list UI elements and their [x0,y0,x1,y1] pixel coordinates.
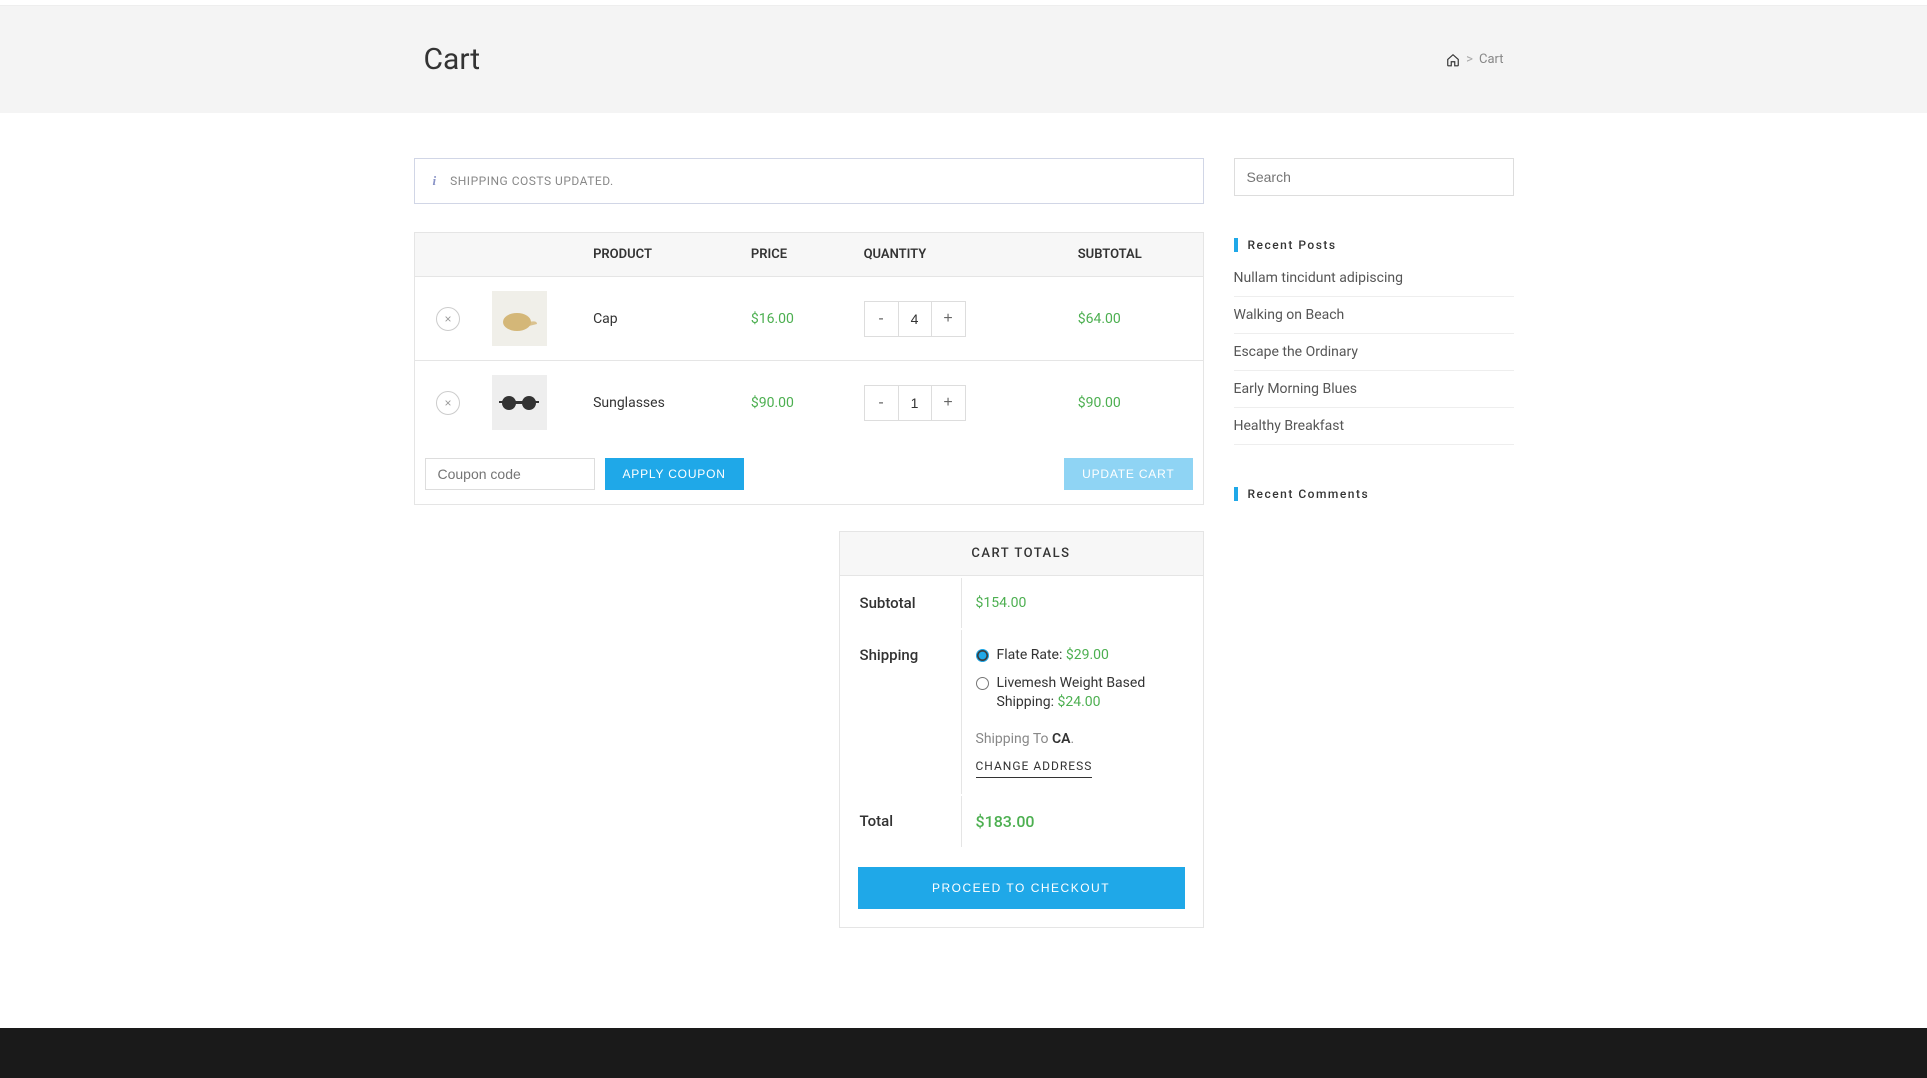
qty-input[interactable] [899,386,931,420]
home-icon [1446,53,1460,67]
list-item[interactable]: Healthy Breakfast [1234,408,1514,445]
main-content: i SHIPPING COSTS UPDATED. PRODUCT PRICE … [414,158,1204,928]
item-subtotal: $64.00 [1078,311,1121,327]
sidebar: Recent Posts Nullam tincidunt adipiscing… [1234,158,1514,928]
table-row: × Cap $16.00 -+ $64.00 [414,277,1203,361]
coupon-input[interactable] [425,458,595,490]
col-price-header: PRICE [741,233,854,277]
apply-coupon-button[interactable]: APPLY COUPON [605,458,744,490]
breadcrumb-separator: > [1466,52,1473,67]
qty-minus-button[interactable]: - [865,386,899,420]
search-widget [1234,158,1514,196]
breadcrumb-home-link[interactable] [1446,52,1460,67]
recent-posts-title: Recent Posts [1234,238,1514,252]
subtotal-value: $154.00 [976,595,1027,611]
list-item[interactable]: Early Morning Blues [1234,371,1514,408]
breadcrumb: > Cart [1446,52,1503,67]
item-price: $90.00 [751,395,794,411]
recent-posts-widget: Recent Posts Nullam tincidunt adipiscing… [1234,238,1514,445]
product-thumbnail[interactable] [492,375,547,430]
table-row: × Sunglasses $90.00 -+ $90.00 [414,361,1203,445]
update-cart-button[interactable]: UPDATE CART [1064,458,1192,490]
recent-comments-widget: Recent Comments [1234,487,1514,501]
total-value: $183.00 [976,812,1035,831]
cart-table: PRODUCT PRICE QUANTITY SUBTOTAL × Cap $16.… [414,232,1204,505]
qty-plus-button[interactable]: + [931,302,965,336]
notice-banner: i SHIPPING COSTS UPDATED. [414,158,1204,204]
change-address-link[interactable]: CHANGE ADDRESS [976,759,1093,778]
shipping-option-weight[interactable]: Livemesh Weight Based Shipping: $24.00 [976,674,1183,713]
product-thumbnail[interactable] [492,291,547,346]
page-title: Cart [424,42,481,77]
item-subtotal: $90.00 [1078,395,1121,411]
breadcrumb-current: Cart [1479,52,1504,67]
shipping-radio-weight[interactable] [976,677,989,690]
cart-totals-header: CART TOTALS [840,532,1203,576]
notice-text: SHIPPING COSTS UPDATED. [450,174,614,188]
product-name[interactable]: Cap [593,311,618,327]
page-header: Cart > Cart [0,6,1927,113]
recent-comments-title: Recent Comments [1234,487,1514,501]
product-name[interactable]: Sunglasses [593,395,665,411]
list-item[interactable]: Nullam tincidunt adipiscing [1234,270,1514,297]
shipping-label: Shipping [842,630,962,794]
info-icon: i [433,173,437,189]
quantity-stepper: -+ [864,385,966,421]
ship-opt1-text: Flate Rate: [997,647,1066,663]
proceed-checkout-button[interactable]: PROCEED TO CHECKOUT [858,867,1185,909]
qty-input[interactable] [899,302,931,336]
col-product-header: PRODUCT [583,233,741,277]
subtotal-label: Subtotal [842,578,962,628]
list-item[interactable]: Escape the Ordinary [1234,334,1514,371]
ship-opt2-price: $24.00 [1058,694,1101,710]
coupon-group: APPLY COUPON [425,458,744,490]
col-thumb-header [482,233,583,277]
shipping-destination: Shipping To CA. [976,731,1183,747]
list-item[interactable]: Walking on Beach [1234,297,1514,334]
search-input[interactable] [1234,158,1514,196]
qty-plus-button[interactable]: + [931,386,965,420]
footer [0,1028,1927,1078]
total-label: Total [842,796,962,847]
col-quantity-header: QUANTITY [854,233,1068,277]
item-price: $16.00 [751,311,794,327]
col-subtotal-header: SUBTOTAL [1068,233,1203,277]
ship-opt1-price: $29.00 [1066,647,1109,663]
remove-item-button[interactable]: × [436,307,460,331]
shipping-option-flat[interactable]: Flate Rate: $29.00 [976,646,1183,666]
col-remove-header [414,233,482,277]
remove-item-button[interactable]: × [436,391,460,415]
shipping-radio-flat[interactable] [976,649,989,662]
qty-minus-button[interactable]: - [865,302,899,336]
quantity-stepper: -+ [864,301,966,337]
cart-totals: CART TOTALS Subtotal $154.00 Shipping Fl [839,531,1204,928]
